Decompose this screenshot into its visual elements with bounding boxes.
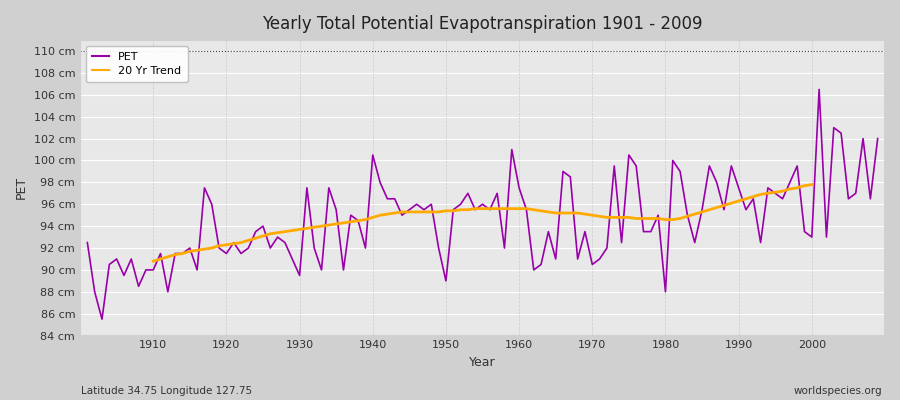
Legend: PET, 20 Yr Trend: PET, 20 Yr Trend xyxy=(86,46,187,82)
Text: worldspecies.org: worldspecies.org xyxy=(794,386,882,396)
Text: Latitude 34.75 Longitude 127.75: Latitude 34.75 Longitude 127.75 xyxy=(81,386,252,396)
Y-axis label: PET: PET xyxy=(15,176,28,200)
Title: Yearly Total Potential Evapotranspiration 1901 - 2009: Yearly Total Potential Evapotranspiratio… xyxy=(262,15,703,33)
X-axis label: Year: Year xyxy=(469,356,496,369)
